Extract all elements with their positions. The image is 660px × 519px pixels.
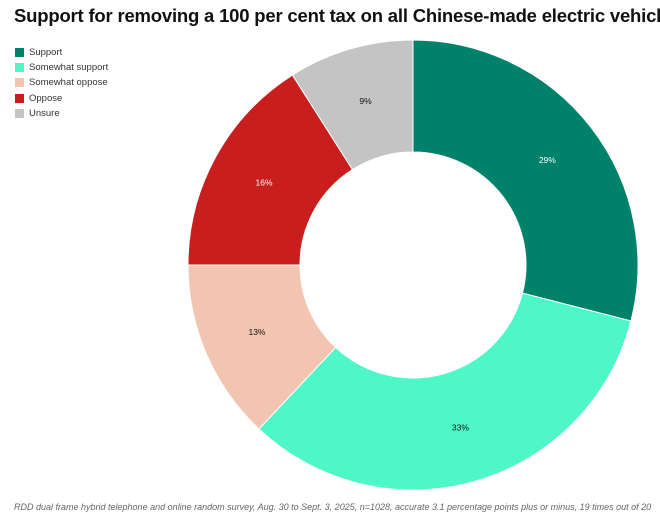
legend-label: Somewhat oppose [29, 77, 108, 89]
legend-swatch [15, 48, 24, 58]
donut-slice-support [412, 39, 639, 322]
legend-item-support: Support [15, 45, 108, 60]
chart-title: Support for removing a 100 per cent tax … [14, 5, 660, 26]
chart-legend: Support Somewhat support Somewhat oppose… [15, 45, 108, 121]
slice-label: 29% [539, 155, 556, 165]
donut-slice-unsure [291, 39, 414, 171]
legend-swatch [15, 63, 24, 73]
donut-slice-oppose [187, 74, 354, 266]
legend-item-oppose: Oppose [15, 91, 108, 106]
legend-label: Oppose [29, 92, 63, 104]
legend-item-somewhat-oppose: Somewhat oppose [15, 75, 108, 90]
legend-swatch [15, 93, 24, 103]
legend-label: Support [29, 47, 63, 59]
slice-label: 9% [359, 96, 372, 106]
legend-label: Unsure [29, 107, 60, 119]
legend-swatch [15, 108, 24, 118]
legend-item-unsure: Unsure [15, 106, 108, 121]
legend-label: Somewhat support [29, 62, 109, 74]
legend-swatch [15, 78, 24, 88]
donut-slice-somewhat-support [258, 292, 632, 491]
chart-source-note: RDD dual frame hybrid telephone and onli… [14, 502, 652, 512]
slice-label: 33% [452, 422, 469, 432]
slice-label: 13% [248, 327, 265, 337]
legend-item-somewhat-support: Somewhat support [15, 60, 108, 75]
slice-label: 16% [256, 177, 273, 187]
